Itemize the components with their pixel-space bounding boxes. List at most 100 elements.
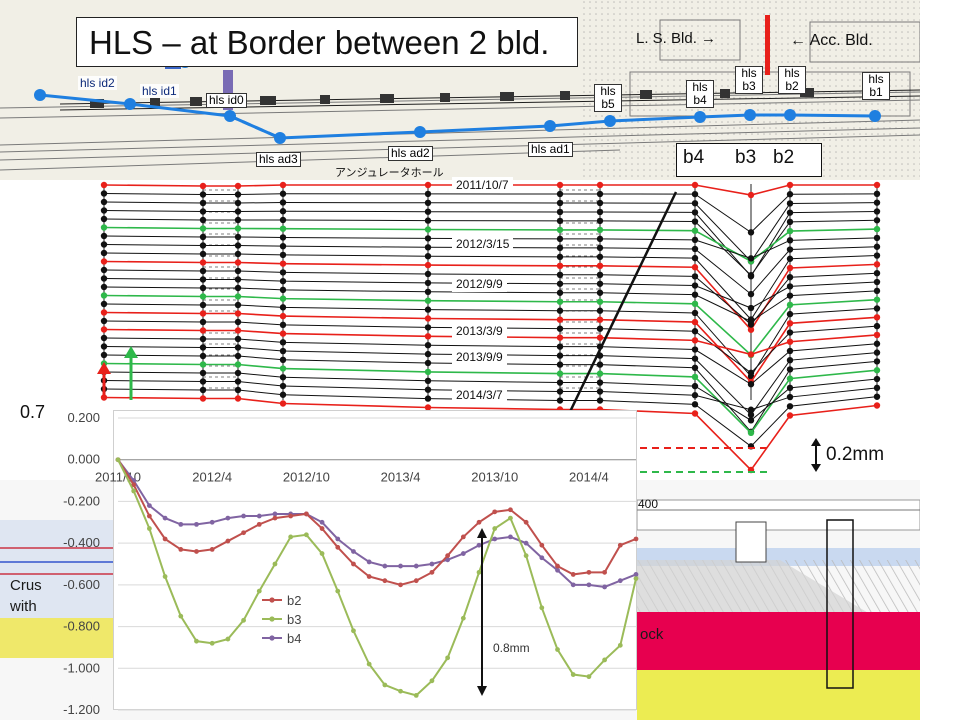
profile-point (234, 301, 242, 309)
series-point-b4 (523, 540, 529, 546)
series-point-b4 (178, 521, 184, 527)
series-point-b4 (398, 563, 403, 569)
crust-label-2: with (10, 598, 37, 615)
profile-point (786, 320, 794, 327)
profile-point (691, 300, 699, 308)
profile-point (786, 301, 794, 309)
left-scale-arrows (97, 346, 138, 400)
profile-point (747, 318, 755, 325)
right-scale-label: 0.2mm (826, 444, 885, 465)
profile-point (786, 264, 794, 272)
profile-date-label: 2011/10/7 (452, 177, 513, 193)
profile-point (873, 270, 881, 277)
profile-point (747, 229, 755, 236)
profile-point (556, 397, 564, 404)
profile-point (596, 334, 604, 341)
series-point-b3 (272, 561, 278, 567)
chart-series (115, 457, 639, 698)
profile-point (424, 279, 432, 287)
profile-point (279, 356, 287, 363)
chart-x-ticks: 2011/10 2012/4 2012/10 2013/4 2013/10 2014/4 (95, 470, 609, 485)
profile-point (199, 395, 207, 402)
series-point-b3 (539, 605, 545, 611)
map-marker (223, 70, 233, 110)
profile-point (100, 343, 108, 350)
profile-point (556, 217, 564, 225)
profile-point (786, 181, 794, 189)
series-point-b2 (241, 530, 246, 536)
profile-point (596, 361, 604, 368)
profile-point (596, 325, 604, 332)
series-point-b3 (586, 674, 592, 680)
profile-point (873, 314, 881, 321)
profile-point (100, 326, 108, 333)
series-point-b2 (303, 511, 309, 517)
profile-point (873, 322, 881, 330)
series-point-b4 (539, 555, 545, 561)
x-tick-label: 2013/10 (471, 470, 518, 485)
profile-point (786, 375, 794, 382)
profile-point (596, 379, 604, 386)
series-point-b3 (492, 526, 498, 531)
profile-point (747, 272, 755, 279)
profile-point (424, 315, 432, 322)
right-scale (640, 438, 821, 473)
profile-point (199, 301, 207, 309)
profile-point (199, 318, 207, 326)
profile-point (279, 277, 287, 285)
profile-point (424, 350, 432, 358)
series-point-b2 (178, 547, 184, 552)
profile-point (279, 242, 287, 250)
profile-point (747, 429, 755, 437)
series-point-b3 (225, 636, 231, 642)
series-point-b3 (429, 678, 435, 684)
profile-point (596, 298, 604, 305)
profile-point (596, 253, 604, 261)
profile-point (556, 226, 564, 234)
profile-point (424, 324, 432, 331)
series-point-b3 (555, 647, 560, 652)
y-tick-label: -1.200 (63, 702, 100, 717)
series-point-b4 (633, 572, 639, 577)
profile-point (100, 292, 108, 299)
profile-point (691, 373, 699, 381)
hls-b3-label: hls b3 (735, 66, 763, 94)
profile-point (279, 330, 287, 337)
series-point-b3 (209, 640, 215, 646)
hls-id1-label: hls id1 (140, 84, 179, 98)
series-point-b3 (398, 688, 403, 694)
profile-point (234, 250, 242, 258)
profile-point (747, 351, 755, 358)
profile-point (424, 199, 432, 206)
x-tick-label: 2012/10 (283, 470, 330, 485)
profile-point (691, 245, 699, 253)
profile-point (556, 289, 564, 296)
profile-point (691, 392, 699, 399)
profile-point (873, 217, 881, 224)
profile-point (234, 191, 242, 198)
profile-date-label: 2014/3/7 (452, 387, 507, 403)
y-tick-label: -1.000 (63, 660, 100, 675)
profile-point (596, 397, 604, 404)
profile-point (279, 339, 287, 346)
hls-id0-label: hls id0 (206, 93, 247, 108)
profile-point (100, 283, 108, 291)
profile-point (873, 402, 881, 409)
series-point-b3 (241, 617, 246, 623)
series-point-b4 (256, 513, 262, 519)
profile-point (234, 267, 242, 275)
series-line-b2 (117, 459, 637, 586)
profile-point (747, 369, 755, 377)
profile-point (786, 227, 794, 235)
series-point-b3 (146, 526, 152, 531)
profile-point (279, 391, 287, 398)
profile-point (786, 393, 794, 401)
profile-point (279, 225, 287, 232)
profile-point (279, 216, 287, 224)
series-point-b2 (288, 513, 294, 519)
profile-point (100, 232, 108, 240)
series-point-b3 (445, 655, 451, 661)
profile-point (199, 352, 207, 360)
profile-point (747, 417, 755, 424)
profile-point (424, 404, 432, 411)
